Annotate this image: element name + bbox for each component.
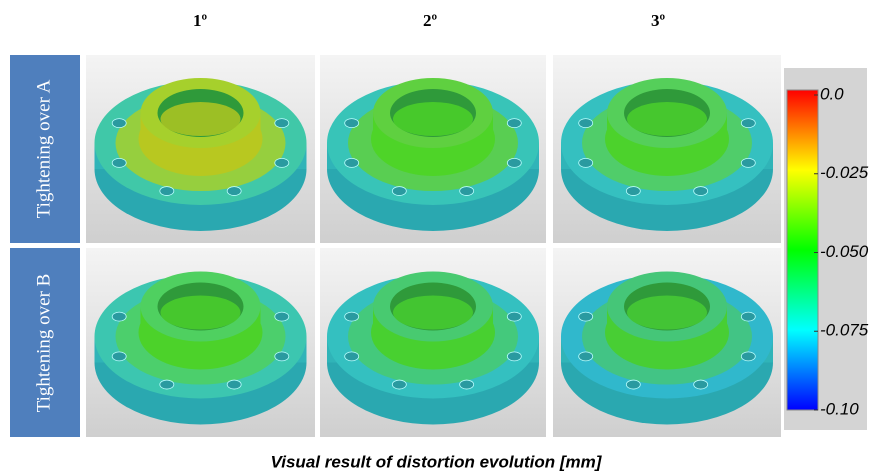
bolt-hole: [579, 119, 593, 128]
colorbar-label: -0.075: [820, 321, 869, 340]
bolt-hole: [507, 352, 521, 361]
bolt-hole: [275, 119, 289, 128]
bore-light: [161, 102, 241, 136]
column-header: 3º: [651, 11, 666, 30]
bolt-hole: [626, 187, 640, 196]
row-label: Tightening over B: [33, 274, 54, 413]
bolt-hole: [275, 312, 289, 321]
bolt-hole: [392, 187, 406, 196]
colorbar-label: -0.10: [820, 399, 859, 418]
colorbar-label: 0.0: [820, 84, 844, 103]
bolt-hole: [626, 380, 640, 389]
column-header: 2º: [423, 11, 438, 30]
bolt-hole: [345, 352, 359, 361]
bolt-hole: [694, 380, 708, 389]
panels: [86, 55, 781, 437]
bolt-hole: [345, 312, 359, 321]
bolt-hole: [694, 187, 708, 196]
bore-light: [161, 296, 241, 330]
bore-light: [627, 296, 707, 330]
bolt-hole: [112, 158, 126, 167]
bolt-hole: [460, 380, 474, 389]
bolt-hole: [579, 352, 593, 361]
bore-light: [393, 296, 473, 330]
bolt-hole: [741, 119, 755, 128]
bolt-hole: [507, 312, 521, 321]
figure: 1º 2º 3º Tightening over A Tightening ov…: [0, 0, 873, 476]
colorbar-label: -0.025: [820, 163, 869, 182]
row-label: Tightening over A: [33, 79, 54, 218]
colorbar: [787, 90, 818, 410]
bolt-hole: [507, 119, 521, 128]
bolt-hole: [227, 380, 241, 389]
bolt-hole: [741, 158, 755, 167]
bolt-hole: [160, 187, 174, 196]
bolt-hole: [345, 158, 359, 167]
bore-light: [393, 102, 473, 136]
bolt-hole: [507, 158, 521, 167]
bolt-hole: [227, 187, 241, 196]
bolt-hole: [275, 352, 289, 361]
bore-light: [627, 102, 707, 136]
bolt-hole: [392, 380, 406, 389]
bolt-hole: [741, 352, 755, 361]
bolt-hole: [345, 119, 359, 128]
bolt-hole: [741, 312, 755, 321]
bolt-hole: [275, 158, 289, 167]
bolt-hole: [579, 158, 593, 167]
column-header: 1º: [193, 11, 208, 30]
bolt-hole: [460, 187, 474, 196]
bolt-hole: [112, 312, 126, 321]
bolt-hole: [112, 119, 126, 128]
colorbar-label: -0.050: [820, 242, 869, 261]
bolt-hole: [160, 380, 174, 389]
bolt-hole: [112, 352, 126, 361]
caption: Visual result of distortion evolution [m…: [271, 452, 603, 471]
bolt-hole: [579, 312, 593, 321]
